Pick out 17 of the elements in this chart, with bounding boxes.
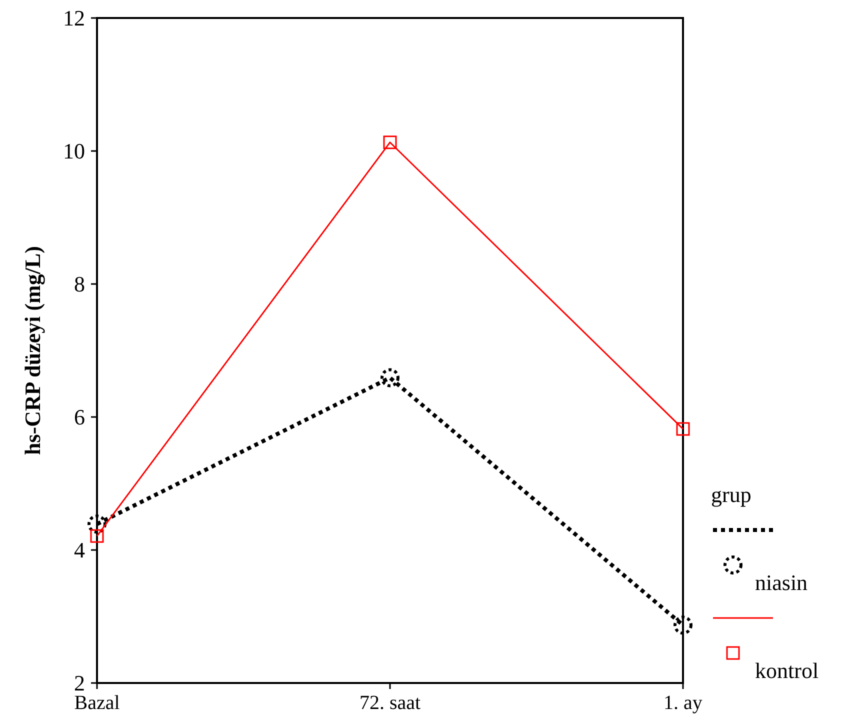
point xyxy=(88,514,106,534)
point xyxy=(380,368,400,388)
point xyxy=(674,616,692,635)
y-tick-label: 6 xyxy=(74,404,85,430)
point xyxy=(383,136,397,150)
x-tick-label: 72. saat xyxy=(359,692,421,714)
y-tick-label: 4 xyxy=(74,538,85,563)
legend-title: grup xyxy=(711,482,752,507)
y-tick-label: 12 xyxy=(63,6,85,31)
point xyxy=(676,422,690,436)
legend-label: kontrol xyxy=(755,658,819,683)
x-tick-label: 1. ay xyxy=(664,692,702,714)
legend-label: niasin xyxy=(755,570,808,595)
y-tick-label: 8 xyxy=(74,272,85,297)
point xyxy=(90,529,104,543)
y-tick-label: 10 xyxy=(63,138,85,164)
y-axis-title: hs-CRP düzeyi (mg/L) xyxy=(20,246,45,455)
